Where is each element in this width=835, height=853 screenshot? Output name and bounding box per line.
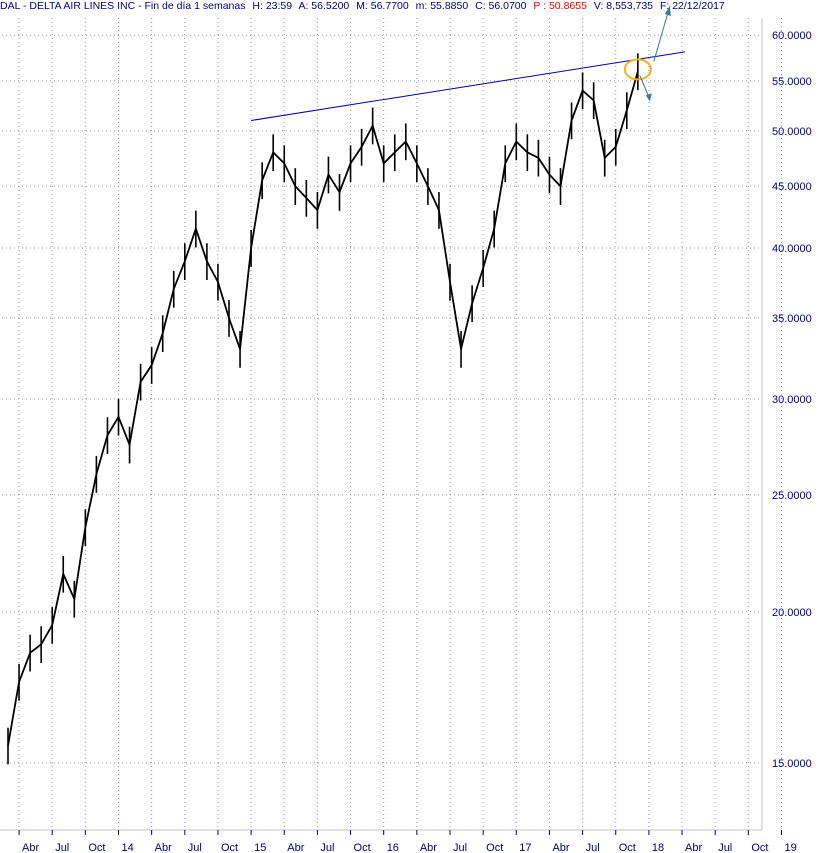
x-tick-label: Oct bbox=[751, 842, 768, 853]
x-tick-label: 15 bbox=[254, 842, 266, 853]
header-close: C: 56.0700 bbox=[475, 0, 527, 12]
header-open: A: 56.5200 bbox=[298, 0, 350, 12]
y-tick-label: 40.0000 bbox=[772, 243, 812, 255]
x-tick-label: Jul bbox=[55, 842, 69, 853]
x-tick-label: Jul bbox=[453, 842, 467, 853]
y-tick-label: 15.0000 bbox=[772, 758, 812, 770]
up-arrow bbox=[653, 5, 671, 62]
x-tick-label: 18 bbox=[652, 842, 664, 853]
x-tick-label: Abr bbox=[287, 842, 304, 853]
x-tick-label: Jul bbox=[586, 842, 600, 853]
y-tick-label: 55.0000 bbox=[772, 76, 812, 88]
x-tick-label: Oct bbox=[619, 842, 636, 853]
x-tick-label: 19 bbox=[785, 842, 797, 853]
x-tick-label: Jul bbox=[320, 842, 334, 853]
x-tick-label: Abr bbox=[685, 842, 702, 853]
x-tick-label: Oct bbox=[221, 842, 238, 853]
header-low: m: 55.8850 bbox=[415, 0, 469, 12]
y-tick-label: 25.0000 bbox=[772, 490, 812, 502]
x-axis: Abr Jul Oct 14 Abr Jul Oct 15 Abr Jul Oct 16 Abr Jul O… bbox=[18, 830, 797, 853]
x-tick-label: Oct bbox=[354, 842, 371, 853]
header-volume: V: 8,553,735 bbox=[593, 0, 654, 12]
chart-header: DAL - DELTA AIR LINES INC - Fin de día 1… bbox=[0, 0, 729, 16]
x-tick-label: Jul bbox=[718, 842, 732, 853]
x-tick-label: Abr bbox=[420, 842, 437, 853]
x-tick-label: Abr bbox=[155, 842, 172, 853]
annotations bbox=[623, 5, 671, 102]
x-tick-label: Abr bbox=[552, 842, 569, 853]
y-tick-label: 50.0000 bbox=[772, 126, 812, 138]
x-tick-label: Abr bbox=[22, 842, 39, 853]
header-time: H: 23:59 bbox=[252, 0, 293, 12]
x-tick-label: Oct bbox=[486, 842, 503, 853]
header-symbol: DAL - DELTA AIR LINES INC - Fin de día 1… bbox=[0, 0, 246, 12]
header-high: M: 56.7700 bbox=[356, 0, 409, 12]
y-tick-label: 60.0000 bbox=[772, 30, 812, 42]
x-tick-label: Oct bbox=[88, 842, 105, 853]
trendline bbox=[251, 51, 685, 122]
y-tick-label: 45.0000 bbox=[772, 181, 812, 193]
x-tick-label: Jul bbox=[188, 842, 202, 853]
highlight-circle bbox=[623, 58, 652, 81]
y-axis: 15.0000 20.0000 25.0000 30.0000 35.0000 40.00… bbox=[772, 30, 812, 770]
resistance-trendline bbox=[251, 51, 685, 122]
header-date: F: 22/12/2017 bbox=[659, 0, 725, 12]
up-arrow-head bbox=[664, 6, 671, 16]
price-line bbox=[7, 71, 639, 746]
x-tick-label: 17 bbox=[519, 842, 531, 853]
y-tick-label: 30.0000 bbox=[772, 394, 812, 406]
grid bbox=[0, 18, 782, 831]
header-p: P : 50.8655 bbox=[533, 0, 587, 12]
y-tick-label: 35.0000 bbox=[772, 313, 812, 325]
y-tick-label: 20.0000 bbox=[772, 607, 812, 619]
x-tick-label: 14 bbox=[122, 842, 134, 853]
down-arrow-head bbox=[645, 93, 652, 102]
price-series bbox=[7, 53, 639, 765]
x-tick-label: 16 bbox=[387, 842, 399, 853]
